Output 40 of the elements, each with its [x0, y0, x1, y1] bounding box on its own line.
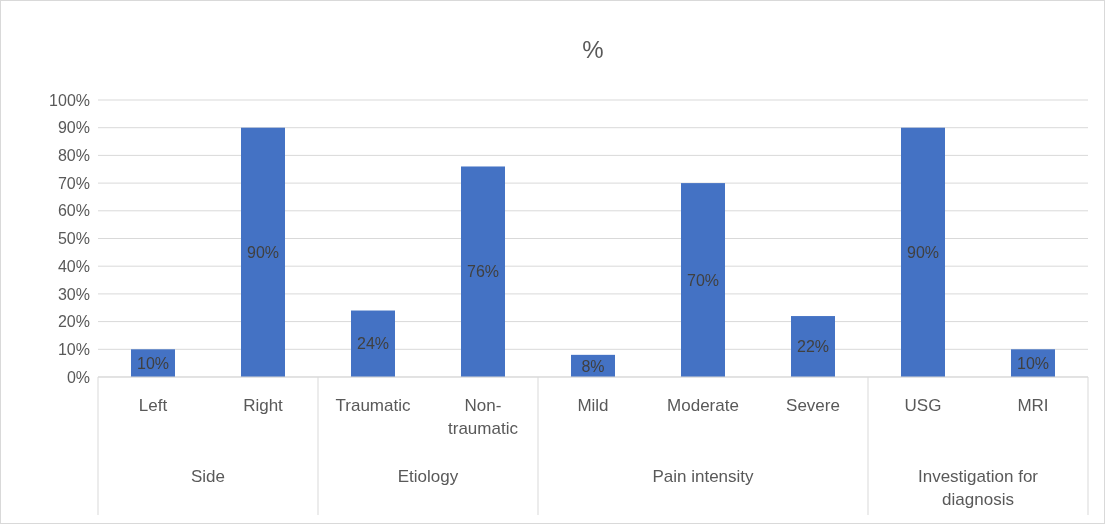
y-tick-label: 10%	[57, 340, 90, 358]
x-tick-label: Moderate	[667, 396, 739, 415]
data-label: 90%	[906, 243, 940, 261]
bar	[351, 310, 395, 377]
x-tick-label: Mild	[577, 396, 609, 415]
data-label: 10%	[1016, 354, 1050, 372]
y-tick-label: 70%	[57, 174, 90, 192]
y-tick-label: 90%	[57, 119, 90, 137]
data-label: 70%	[686, 271, 720, 289]
y-tick-label: 100%	[49, 91, 90, 109]
bar	[791, 316, 835, 377]
x-tick-label: Non-traumatic	[448, 396, 519, 438]
data-label: 10%	[136, 354, 170, 372]
bar	[461, 166, 505, 377]
data-label: 90%	[246, 243, 280, 261]
text: Etiology	[397, 467, 459, 486]
x-tick-label: USG	[904, 396, 942, 415]
y-tick-label: 20%	[57, 313, 90, 331]
data-label: 8%	[581, 357, 605, 375]
data-label: 76%	[466, 263, 500, 281]
y-tick-label: 80%	[57, 147, 90, 164]
y-tick-label: 50%	[57, 230, 90, 248]
y-tick-label: 40%	[57, 257, 90, 275]
bar	[901, 127, 945, 377]
bar	[241, 127, 285, 377]
y-tick-label: 0%	[66, 368, 90, 386]
text: Investigation for diagnosis	[917, 467, 1039, 509]
y-tick-label: 60%	[57, 202, 90, 220]
chart-title: %	[582, 36, 604, 63]
data-label: 22%	[796, 338, 830, 356]
text: Pain intensity	[652, 467, 755, 486]
x-tick-label: Left	[138, 396, 168, 415]
text: Side	[190, 467, 226, 486]
data-label: 24%	[356, 335, 390, 353]
x-tick-label: Right	[243, 396, 284, 415]
x-tick-label: MRI	[1017, 396, 1049, 415]
bar	[681, 183, 725, 377]
x-tick-label: Severe	[786, 396, 840, 415]
y-tick-label: 30%	[57, 285, 90, 303]
x-tick-label: Traumatic	[335, 396, 411, 415]
